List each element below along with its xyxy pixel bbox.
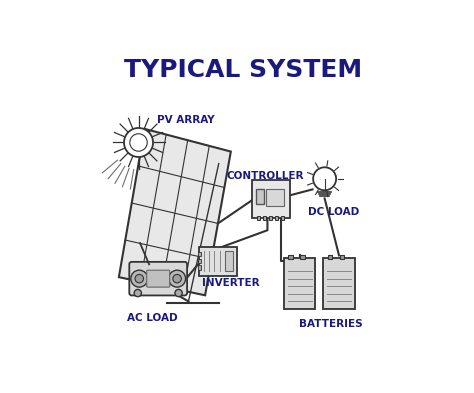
FancyBboxPatch shape: [266, 189, 284, 206]
Circle shape: [175, 289, 182, 297]
FancyBboxPatch shape: [301, 255, 305, 259]
Text: INVERTER: INVERTER: [202, 278, 260, 288]
Text: PV ARRAY: PV ARRAY: [156, 115, 214, 125]
FancyBboxPatch shape: [256, 189, 264, 204]
Text: DC LOAD: DC LOAD: [308, 207, 359, 217]
Text: BATTERIES: BATTERIES: [299, 319, 363, 329]
FancyBboxPatch shape: [256, 216, 260, 220]
FancyBboxPatch shape: [328, 255, 332, 259]
FancyBboxPatch shape: [340, 255, 344, 259]
Circle shape: [131, 270, 148, 287]
Circle shape: [173, 274, 182, 283]
FancyBboxPatch shape: [323, 258, 355, 309]
Text: CONTROLLER: CONTROLLER: [227, 171, 304, 181]
FancyBboxPatch shape: [275, 216, 278, 220]
Text: TYPICAL SYSTEM: TYPICAL SYSTEM: [124, 58, 362, 82]
FancyBboxPatch shape: [252, 180, 290, 218]
FancyBboxPatch shape: [284, 258, 315, 309]
FancyBboxPatch shape: [269, 216, 272, 220]
Circle shape: [169, 270, 186, 287]
FancyBboxPatch shape: [198, 259, 201, 263]
FancyBboxPatch shape: [225, 252, 233, 271]
Circle shape: [130, 134, 147, 151]
FancyBboxPatch shape: [129, 262, 187, 296]
FancyBboxPatch shape: [146, 270, 170, 287]
Circle shape: [313, 167, 336, 190]
FancyBboxPatch shape: [198, 265, 201, 270]
Polygon shape: [119, 129, 231, 295]
Text: AC LOAD: AC LOAD: [127, 313, 177, 323]
Circle shape: [124, 128, 153, 157]
Circle shape: [135, 274, 144, 283]
FancyBboxPatch shape: [263, 216, 266, 220]
Circle shape: [134, 289, 141, 297]
FancyBboxPatch shape: [281, 216, 284, 220]
FancyBboxPatch shape: [199, 247, 237, 275]
FancyBboxPatch shape: [288, 255, 293, 259]
FancyBboxPatch shape: [198, 252, 201, 256]
